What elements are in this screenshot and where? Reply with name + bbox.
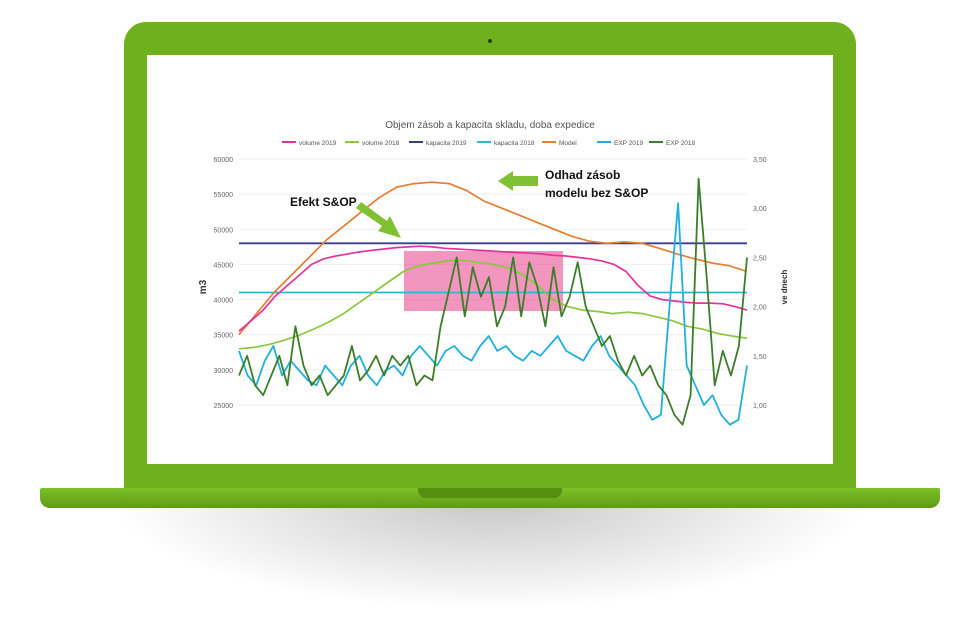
y-tick-label: 60000 — [214, 157, 234, 164]
annotation-efekt-sop: Efekt S&OP — [290, 195, 357, 209]
series-lines — [238, 177, 748, 426]
legend-label: EXP 2019 — [614, 140, 644, 147]
y2-axis-label: ve dnech — [780, 270, 789, 305]
laptop-shadow — [110, 500, 870, 610]
y-tick-label: 55000 — [214, 192, 234, 199]
y2-tick-label: 1,00 — [753, 403, 767, 410]
legend-label: volume 2018 — [362, 140, 400, 147]
series-line-exp-2018 — [238, 177, 748, 426]
y-tick-label: 25000 — [214, 403, 234, 410]
y2-tick-label: 3,50 — [753, 157, 767, 164]
y-tick-label: 30000 — [214, 368, 234, 375]
y-axis-ticks: 60000 55000 50000 45000 40000 35000 30000 25000 — [214, 157, 234, 410]
y-tick-label: 45000 — [214, 262, 234, 269]
y-axis-label: m3 — [198, 279, 209, 294]
series-line-model — [238, 181, 748, 336]
legend-label: kapacita 2019 — [426, 140, 467, 147]
annotation-odhad-line1: Odhad zásob — [545, 168, 620, 182]
arrow-odhad-icon — [498, 171, 538, 191]
legend-label: kapacita 2018 — [494, 140, 535, 147]
y2-axis-ticks: 3,50 3,00 2,50 2,00 1,50 1,00 — [753, 157, 767, 410]
y-tick-label: 35000 — [214, 333, 234, 340]
y-tick-label: 40000 — [214, 298, 234, 305]
laptop-base — [40, 488, 940, 508]
chart-title: Objem zásob a kapacita skladu, doba expe… — [385, 120, 595, 131]
chart: Objem zásob a kapacita skladu, doba expe… — [198, 120, 789, 426]
laptop-screen: Objem zásob a kapacita skladu, doba expe… — [147, 55, 833, 464]
annotation-odhad-line2: modelu bez S&OP — [545, 186, 648, 200]
legend-label: Model — [559, 140, 577, 147]
legend: volume 2019 volume 2018 kapacita 2019 kapac… — [282, 140, 696, 147]
y2-tick-label: 2,50 — [753, 255, 767, 262]
arrow-efekt-icon — [356, 202, 401, 238]
y-tick-label: 50000 — [214, 227, 234, 234]
legend-label: EXP 2018 — [666, 140, 696, 147]
series-line-exp-2019 — [238, 202, 748, 426]
series-line-volume-2019 — [238, 245, 748, 332]
sop-highlight-box — [404, 251, 563, 311]
y2-tick-label: 2,00 — [753, 305, 767, 312]
y2-tick-label: 3,00 — [753, 206, 767, 213]
camera-icon — [488, 39, 492, 43]
legend-label: volume 2019 — [299, 140, 337, 147]
laptop-notch — [418, 488, 562, 498]
series-line-volume-2018 — [238, 259, 748, 350]
y2-tick-label: 1,50 — [753, 354, 767, 361]
